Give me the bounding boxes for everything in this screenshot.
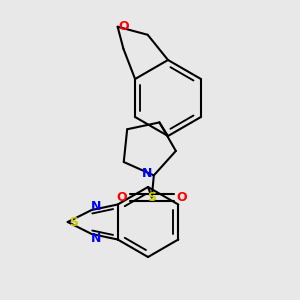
Text: O: O [116, 191, 127, 204]
Text: S: S [69, 215, 78, 229]
Text: O: O [176, 191, 187, 204]
Text: N: N [142, 167, 152, 180]
Text: N: N [91, 232, 101, 244]
Text: N: N [91, 200, 101, 212]
Text: O: O [118, 20, 129, 33]
Text: S: S [147, 191, 156, 204]
